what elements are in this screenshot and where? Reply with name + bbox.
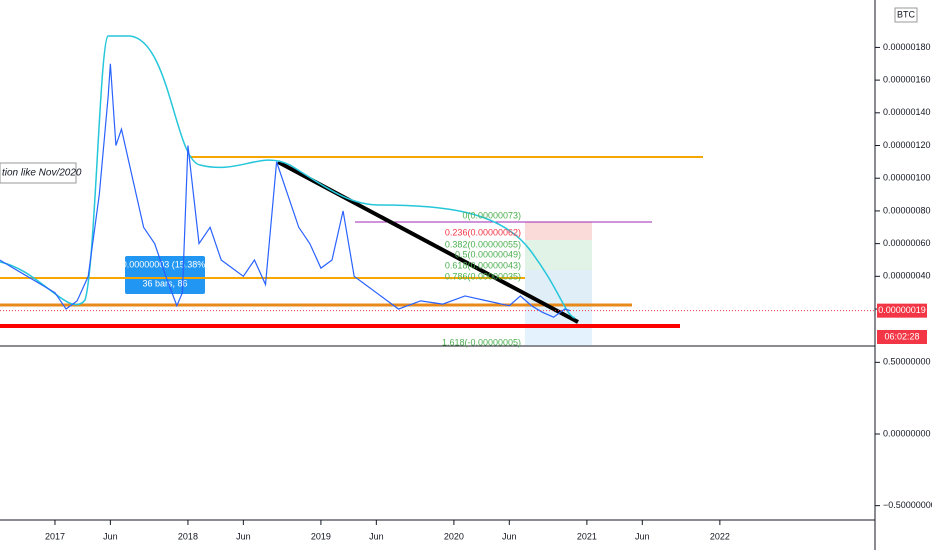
- x-tick-label: 2019: [311, 531, 331, 541]
- y2-tick-label: −0.50000000: [883, 500, 932, 510]
- measure-change: 0.00000003 (15.38%): [122, 259, 209, 269]
- price-line: [0, 63, 571, 318]
- fib-band: [525, 222, 592, 240]
- fib-label: 0.5(0.00000049): [455, 249, 521, 259]
- y-tick-label: 0.00000040: [883, 271, 931, 281]
- x-tick-label: 2022: [710, 531, 730, 541]
- fib-label: 0.236(0.00000062): [445, 227, 521, 237]
- y-tick-label: 0.00000100: [883, 173, 931, 183]
- y-tick-label: 0.00000160: [883, 74, 931, 84]
- y-tick-label: 0.00000080: [883, 205, 931, 215]
- y-tick-label: 0.00000120: [883, 140, 931, 150]
- currency: BTC: [897, 9, 916, 19]
- x-tick-label: 2021: [577, 531, 597, 541]
- countdown-box: [877, 330, 927, 344]
- fib-label: 0.618(0.00000043): [445, 260, 521, 270]
- x-tick-label: Jun: [502, 531, 517, 541]
- fib-label: 0.382(0.00000055): [445, 239, 521, 249]
- y-tick-label: 0.00000180: [883, 42, 931, 52]
- y-tick-label: 0.00000140: [883, 107, 931, 117]
- fib-band: [525, 240, 592, 270]
- y-tick-label: 0.00000060: [883, 238, 931, 248]
- x-tick-label: 2018: [178, 531, 198, 541]
- countdown: 06:02:28: [884, 331, 919, 341]
- x-tick-label: 2017: [45, 531, 65, 541]
- x-tick-label: Jun: [103, 531, 118, 541]
- note: tion like Nov/2020: [2, 168, 82, 179]
- x-tick-label: 2020: [444, 531, 464, 541]
- measure-bars: 36 bars, 86: [142, 278, 187, 288]
- fib-label: 1.618(-0.00000005): [442, 337, 521, 347]
- last-price: 0.00000019: [878, 305, 926, 315]
- x-tick-label: Jun: [369, 531, 384, 541]
- x-tick-label: Jun: [635, 531, 650, 541]
- fib-label: 0.786(0.00000035): [445, 271, 521, 281]
- x-tick-label: Jun: [236, 531, 251, 541]
- last-price-box: [877, 303, 927, 318]
- currency-badge: [894, 7, 918, 23]
- moving-average: [0, 35, 576, 319]
- y2-tick-label: 0.00000000: [883, 428, 931, 438]
- note-box: [0, 162, 77, 184]
- fib-label: 0(0.00000073): [462, 210, 521, 220]
- y2-tick-label: 0.50000000: [883, 357, 931, 367]
